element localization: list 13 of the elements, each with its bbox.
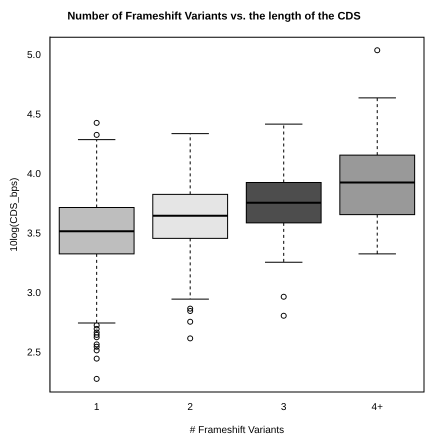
x-tick-label: 1 — [94, 402, 100, 413]
x-tick-label: 3 — [280, 402, 287, 413]
x-tick-label: 2 — [187, 402, 194, 413]
y-tick-label: 3.0 — [26, 288, 42, 299]
y-axis-title: 10log(CDS_bps) — [8, 178, 20, 252]
chart-title: Number of Frameshift Variants vs. the length of the CDS — [67, 10, 361, 23]
y-tick-label: 4.5 — [26, 109, 42, 120]
y-tick-label: 5.0 — [26, 50, 42, 61]
x-tick-label: 4+ — [372, 402, 384, 413]
x-axis-title: # Frameshift Variants — [190, 424, 284, 436]
y-tick-label: 4.0 — [26, 168, 42, 180]
y-tick-label: 2.5 — [26, 347, 42, 358]
y-tick-label: 3.5 — [26, 228, 42, 240]
